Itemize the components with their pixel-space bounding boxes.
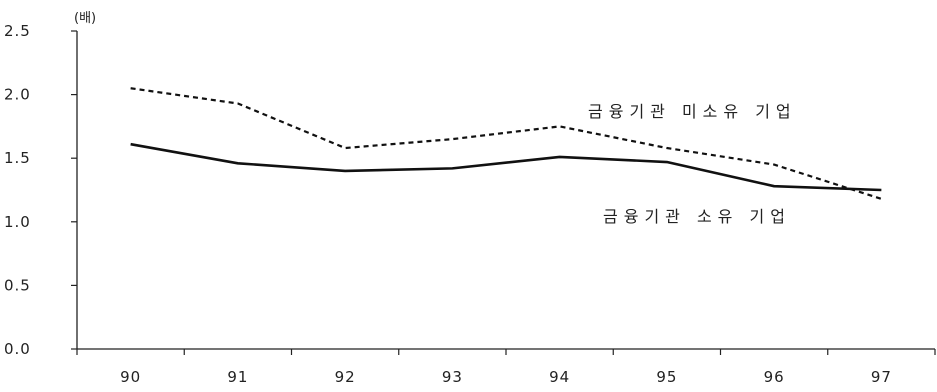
- series-label-dashed: 금융기관 미소유 기업: [588, 102, 797, 121]
- x-ticks: 90 91 92 93 94 95 96 97: [76, 349, 936, 386]
- y-tick-label: 1.5: [4, 149, 31, 167]
- x-tick-label: 92: [335, 368, 356, 386]
- y-tick-label: 2.5: [4, 22, 31, 40]
- x-tick-label: 94: [549, 368, 570, 386]
- x-tick-label: 90: [120, 368, 141, 386]
- x-tick-label: 95: [656, 368, 677, 386]
- y-tick-label: 0.0: [4, 340, 31, 358]
- x-tick-label: 91: [227, 368, 248, 386]
- unit-label: (배): [74, 11, 96, 26]
- y-tick-label: 0.5: [4, 276, 31, 294]
- x-tick-label: 96: [764, 368, 785, 386]
- series-lines: [130, 87, 882, 200]
- y-tick-label: 2.0: [4, 86, 31, 104]
- x-tick-label: 97: [871, 368, 892, 386]
- series-label-solid: 금융기관 소유 기업: [603, 207, 791, 226]
- x-tick-label: 93: [442, 368, 463, 386]
- series-line-solid: [130, 142, 882, 192]
- series-line-dashed: [130, 87, 882, 200]
- y-tick-label: 1.0: [4, 213, 31, 231]
- y-ticks: 0.0 0.5 1.0 1.5 2.0 2.5: [4, 22, 77, 358]
- axes: [76, 31, 935, 350]
